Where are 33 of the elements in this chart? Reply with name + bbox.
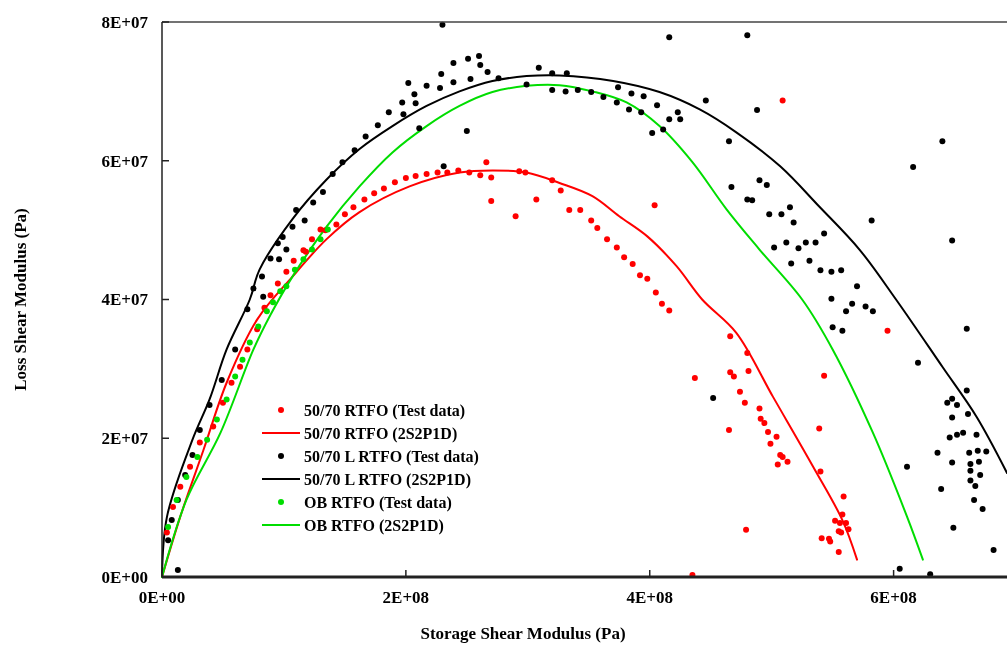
y-tick-label: 0E+00	[101, 567, 148, 587]
y-tick-label: 6E+07	[101, 151, 149, 171]
point	[277, 288, 284, 295]
point	[232, 373, 239, 380]
x-tick-label: 4E+08	[626, 588, 673, 607]
y-tick-label: 2E+07	[101, 429, 149, 449]
x-tick-label: 0E+00	[138, 588, 186, 607]
point	[269, 299, 276, 306]
point	[317, 236, 324, 243]
y-tick-label: 4E+07	[101, 290, 149, 310]
point	[263, 308, 270, 315]
legend-label: 50/70 L RTFO (Test data)	[304, 447, 479, 466]
point	[246, 339, 253, 346]
legend-label: OB RTFO (2S2P1D)	[304, 516, 444, 535]
point	[291, 266, 298, 273]
y-axis-title: Loss Shear Modulus (Pa)	[11, 208, 30, 391]
point	[308, 246, 315, 253]
y-tick-label: 8E+07	[101, 12, 149, 32]
legend-label: 50/70 RTFO (2S2P1D)	[304, 424, 458, 443]
point	[194, 453, 201, 460]
point	[213, 416, 220, 423]
legend-label: 50/70 L RTFO (2S2P1D)	[304, 470, 471, 489]
point	[165, 524, 172, 531]
point	[223, 396, 230, 403]
legend-label: OB RTFO (Test data)	[304, 493, 452, 512]
legend-label: 50/70 RTFO (Test data)	[304, 401, 466, 420]
x-tick-label: 6E+08	[870, 588, 917, 607]
point	[239, 356, 246, 363]
point	[204, 436, 211, 443]
x-tick-label: 2E+08	[382, 588, 430, 607]
x-axis-title: Storage Shear Modulus (Pa)	[420, 624, 626, 643]
point	[300, 256, 307, 263]
point	[283, 283, 290, 290]
